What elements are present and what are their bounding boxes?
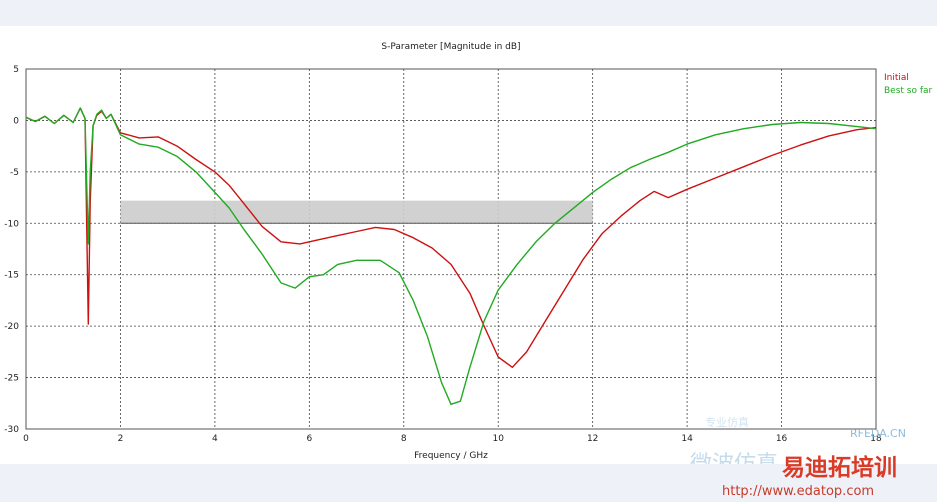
legend: Initial Best so far xyxy=(884,73,933,96)
plot-panel: S-Parameter [Magnitude in dB] 0 2 4 6 8 10 12 1… xyxy=(0,26,937,464)
chart-title: S-Parameter [Magnitude in dB] xyxy=(381,42,520,52)
x-tick-label: 4 xyxy=(212,434,218,444)
watermark-slogan: 微波仿真 xyxy=(690,452,778,464)
series-line-1 xyxy=(25,107,877,405)
legend-entry-0: Initial xyxy=(884,73,909,83)
watermark-faint: 专业仿真 xyxy=(705,415,749,429)
y-tick-label: -15 xyxy=(4,271,19,281)
x-tick-label: 8 xyxy=(401,434,407,444)
x-tick-label: 18 xyxy=(870,434,882,444)
goal-band-rect xyxy=(120,200,593,224)
legend-entry-1: Best so far xyxy=(884,86,933,96)
series-layer xyxy=(25,107,877,405)
x-axis-label: Frequency / GHz xyxy=(414,451,488,461)
tick-labels: 0 2 4 6 8 10 12 14 16 18 5 0 -5 -10 -15 -20 -25 -30 xyxy=(4,65,882,444)
y-tick-label: -10 xyxy=(4,219,19,229)
s-parameter-chart: S-Parameter [Magnitude in dB] 0 2 4 6 8 10 12 1… xyxy=(4,42,933,464)
x-tick-label: 16 xyxy=(776,434,788,444)
goal-band xyxy=(120,200,593,224)
watermark-site: RFEDA.CN xyxy=(850,427,906,440)
y-tick-label: -25 xyxy=(4,374,19,384)
x-tick-label: 0 xyxy=(23,434,29,444)
y-tick-label: -20 xyxy=(4,322,19,332)
plot-frame xyxy=(25,68,877,430)
x-tick-label: 10 xyxy=(492,434,504,444)
watermark-url: http://www.edatop.com xyxy=(722,484,874,499)
grid xyxy=(25,68,877,430)
y-tick-label: 0 xyxy=(13,116,19,126)
x-tick-label: 6 xyxy=(306,434,312,444)
x-tick-label: 12 xyxy=(587,434,598,444)
series-line-0 xyxy=(25,107,877,368)
y-tick-label: -30 xyxy=(4,425,19,435)
x-tick-label: 2 xyxy=(118,434,124,444)
x-tick-label: 14 xyxy=(681,434,693,444)
y-tick-label: -5 xyxy=(10,168,19,178)
y-tick-label: 5 xyxy=(13,65,19,75)
watermark: RFEDA.CN 专业仿真 微波仿真 xyxy=(690,415,906,464)
